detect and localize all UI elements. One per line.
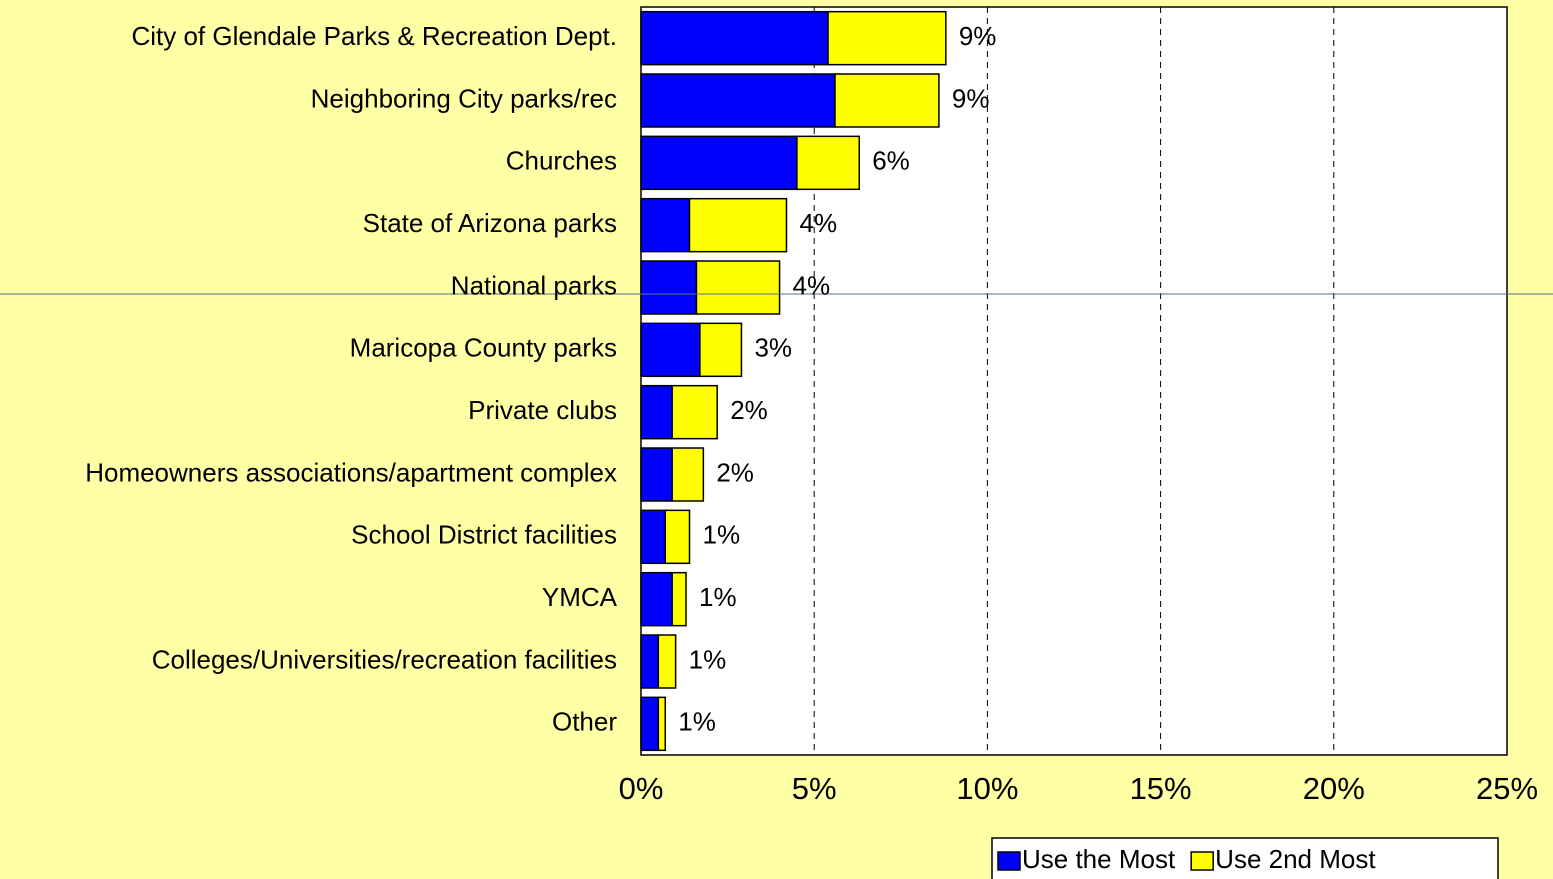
bar-segment (834, 73, 940, 128)
x-tick-label: 25% (1476, 771, 1538, 806)
bar-segment (688, 197, 788, 253)
total-label: 6% (872, 146, 910, 176)
legend-label: Use 2nd Most (1215, 844, 1376, 874)
bar-segment (699, 322, 743, 378)
y-tick-label: National parks (451, 270, 617, 300)
bar-segment (796, 135, 860, 191)
total-label: 2% (730, 395, 768, 425)
bar-segment (640, 197, 691, 253)
total-label: 1% (689, 644, 727, 674)
y-tick-label: Churches (506, 146, 617, 176)
legend-label: Use the Most (1022, 844, 1176, 874)
bar-segment (640, 260, 698, 315)
legend-swatch (1190, 851, 1214, 871)
legend (991, 837, 1499, 879)
bar-segment (657, 634, 677, 689)
x-tick-label: 0% (619, 771, 664, 806)
bar-segment (827, 10, 947, 66)
bar-segment (640, 509, 666, 565)
y-tick-label: YMCA (542, 582, 618, 612)
y-tick-label: Neighboring City parks/rec (311, 83, 617, 113)
total-label: 2% (716, 457, 754, 487)
y-tick-label: Homeowners associations/apartment comple… (85, 457, 617, 487)
total-label: 1% (702, 520, 740, 550)
bar-segment (640, 384, 673, 440)
bar-segment (640, 73, 836, 128)
total-label: 4% (799, 208, 837, 238)
bar-segment (671, 447, 705, 502)
bar-segment (657, 696, 666, 752)
total-label: 4% (793, 270, 831, 300)
bar-segment (640, 634, 660, 689)
bar-segment (640, 571, 673, 627)
total-label: 9% (959, 21, 997, 51)
total-label: 9% (952, 83, 990, 113)
x-tick-label: 10% (956, 771, 1018, 806)
y-tick-label: Maricopa County parks (350, 333, 617, 363)
bar-segment (640, 135, 798, 191)
bar-segment (640, 10, 829, 66)
x-tick-label: 15% (1130, 771, 1192, 806)
plot-area (640, 6, 1508, 756)
y-tick-label: State of Arizona parks (363, 208, 617, 238)
bar-segment (640, 322, 701, 378)
bar-segment (695, 260, 781, 315)
total-label: 1% (678, 707, 716, 737)
y-tick-label: Colleges/Universities/recreation facilit… (152, 644, 617, 674)
y-tick-label: Private clubs (468, 395, 617, 425)
legend-swatch (997, 851, 1021, 871)
bar-segment (671, 571, 687, 627)
bar-segment (664, 509, 691, 565)
x-tick-label: 5% (792, 771, 837, 806)
bar-segment (640, 696, 660, 752)
total-label: 1% (699, 582, 737, 612)
y-tick-label: Other (552, 707, 617, 737)
x-tick-label: 20% (1303, 771, 1365, 806)
total-label: 3% (754, 333, 792, 363)
bar-segment (671, 384, 718, 440)
bar-segment (640, 447, 673, 502)
y-tick-label: School District facilities (351, 520, 617, 550)
y-tick-label: City of Glendale Parks & Recreation Dept… (131, 21, 617, 51)
